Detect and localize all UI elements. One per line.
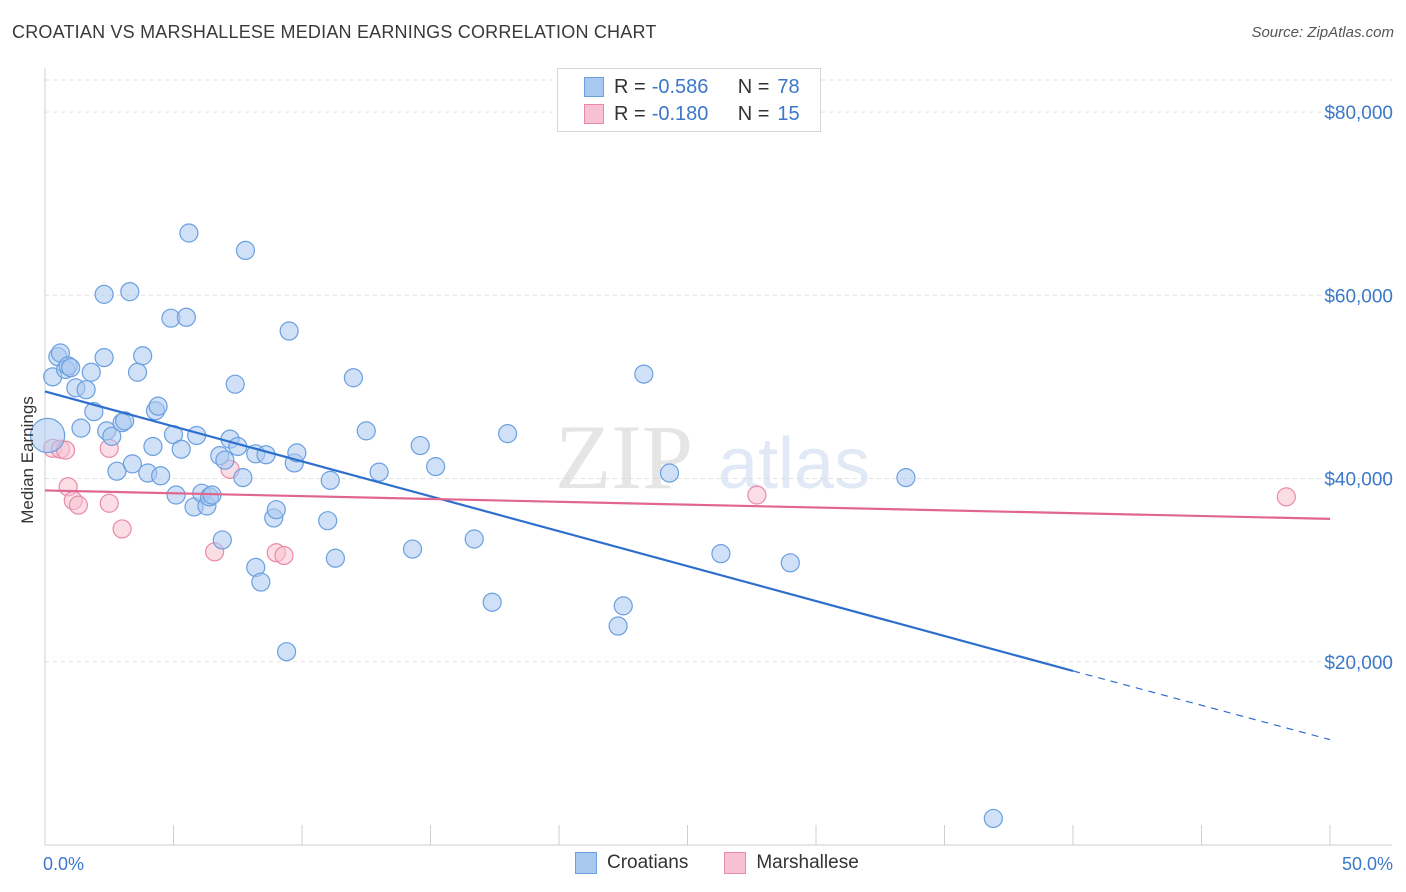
y-tick-label: $20,000: [1324, 653, 1393, 674]
croatians-point: [498, 424, 518, 444]
legend-n-label: N =: [737, 102, 770, 125]
legend-item-marshallese: Marshallese: [724, 852, 859, 874]
croatians-point: [176, 307, 196, 327]
marshallese-point: [112, 519, 132, 539]
x-tick-label: 0.0%: [43, 854, 84, 874]
croatians-trend-extension: [1072, 670, 1331, 741]
croatians-point: [212, 530, 232, 550]
croatians-legend-label: Croatians: [607, 852, 689, 873]
croatians-point: [151, 466, 171, 486]
croatians-point: [896, 468, 916, 488]
croatians-point: [166, 485, 186, 505]
croatians-point: [608, 616, 628, 636]
chart-title: CROATIAN VS MARSHALLESE MEDIAN EARNINGS …: [12, 22, 657, 42]
croatians-point: [711, 544, 731, 564]
croatians-point: [133, 346, 153, 366]
croatians-point: [356, 421, 376, 441]
croatians-point: [410, 435, 430, 456]
croatians-point: [276, 642, 297, 662]
croatians-point: [659, 463, 680, 483]
croatians-point: [29, 417, 66, 454]
croatians-point: [369, 462, 389, 482]
croatians-point: [120, 282, 140, 302]
legend-r-label: R =: [614, 102, 646, 125]
croatians-point: [318, 511, 338, 531]
croatians-point: [634, 364, 654, 384]
croatians-point: [122, 454, 142, 474]
marshallese-point: [747, 485, 767, 505]
croatians-point: [94, 284, 114, 304]
trend-lines: [44, 390, 1331, 741]
croatians-point: [84, 402, 104, 422]
croatians-point: [76, 380, 96, 400]
watermark-zip: ZIP: [555, 406, 693, 508]
marshallese-legend-label: Marshallese: [756, 852, 859, 873]
marshallese-point: [274, 545, 294, 566]
croatians-point: [94, 347, 114, 368]
legend-item-croatians: Croatians: [575, 852, 688, 874]
correlation-legend: R = -0.586 N = 78 R = -0.180 N = 15: [557, 68, 821, 132]
croatians-point: [71, 418, 91, 438]
legend-r-value: -0.586: [651, 75, 709, 98]
croatians-swatch: [584, 77, 604, 97]
marshallese-point: [1276, 487, 1296, 507]
marshallese-trend-line: [44, 489, 1331, 520]
source-label: Source: ZipAtlas.com: [1251, 24, 1394, 41]
croatians-point: [233, 468, 253, 488]
x-tick-label: 50.0%: [1342, 854, 1393, 874]
croatians-point: [115, 411, 135, 431]
croatians-point: [256, 445, 276, 465]
croatians-point: [81, 362, 101, 382]
croatians-point: [402, 539, 423, 559]
legend-row-croatians: R = -0.586 N = 78: [584, 75, 800, 99]
croatians-point: [107, 461, 127, 481]
croatians-point: [780, 553, 800, 573]
croatians-point: [482, 592, 502, 612]
y-tick-label: $60,000: [1324, 286, 1393, 307]
croatians-point: [343, 368, 363, 388]
croatians-point: [143, 436, 163, 457]
marshallese-point: [99, 493, 119, 513]
croatians-point: [102, 426, 122, 446]
marshallese-point: [68, 495, 89, 515]
watermark-atlas: atlas: [718, 424, 870, 504]
croatians-point: [235, 240, 256, 261]
croatians-point: [279, 321, 299, 341]
croatians-point: [215, 450, 235, 470]
legend-n-label: N =: [737, 75, 770, 98]
axes: [44, 68, 1392, 846]
croatians-point: [426, 457, 446, 477]
legend-r-label: R =: [614, 75, 646, 98]
croatians-point: [320, 470, 340, 490]
croatians-point: [225, 374, 245, 394]
croatians-point: [325, 548, 346, 568]
legend-r-value: -0.180: [651, 102, 709, 125]
croatians-point: [148, 396, 168, 416]
croatians-point: [464, 529, 484, 549]
croatians-point: [983, 808, 1003, 829]
croatians-point: [266, 500, 286, 520]
croatians-point: [251, 572, 271, 592]
y-axis-label: Median Earnings: [18, 396, 37, 524]
y-tick-label: $40,000: [1324, 470, 1393, 491]
marshallese-swatch: [584, 104, 604, 124]
croatians-point: [613, 596, 633, 616]
y-tick-label: $80,000: [1324, 103, 1393, 124]
croatians-point: [127, 362, 148, 382]
legend-n-value: 78: [777, 75, 800, 98]
croatians-point: [61, 358, 81, 378]
marshallese-legend-swatch: [724, 852, 747, 874]
croatians-point: [179, 223, 199, 243]
legend-row-marshallese: R = -0.180 N = 15: [584, 102, 800, 126]
tick-labels: $20,000 $40,000 $60,000 $80,000 0.0% 50.0%: [43, 103, 1393, 874]
croatians-legend-swatch: [575, 852, 597, 874]
legend-n-value: 15: [777, 102, 800, 125]
croatians-points: [29, 223, 1003, 829]
croatians-trend-line: [44, 390, 1074, 672]
croatians-point: [171, 439, 191, 459]
croatians-point: [287, 443, 307, 463]
series-legend: Croatians Marshallese: [575, 852, 895, 874]
